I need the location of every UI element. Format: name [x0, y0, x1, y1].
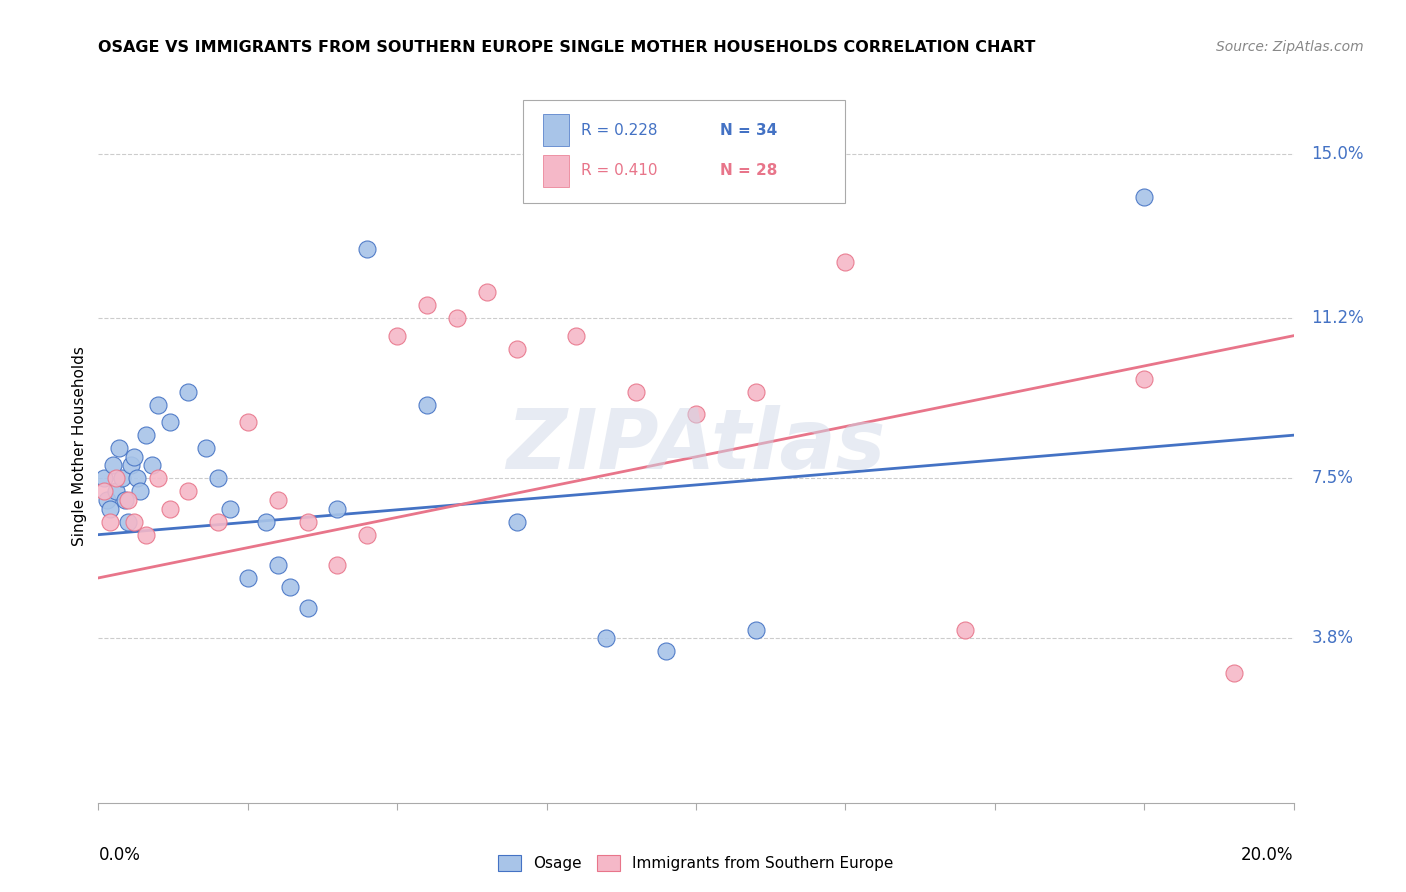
Point [385, 328, 409, 343]
Text: 20.0%: 20.0% [1241, 846, 1294, 863]
Point [297, 515, 319, 529]
Point [236, 571, 259, 585]
Point [135, 428, 157, 442]
Point [93, 484, 115, 499]
Point [129, 484, 152, 499]
Point [127, 471, 149, 485]
Text: 11.2%: 11.2% [1312, 310, 1364, 327]
Text: N = 34: N = 34 [720, 123, 778, 137]
Point [120, 458, 142, 473]
Point [953, 623, 976, 637]
Text: 3.8%: 3.8% [1312, 630, 1354, 648]
Point [103, 458, 125, 473]
Point [297, 601, 319, 615]
Point [254, 515, 277, 529]
Point [326, 501, 349, 516]
Point [111, 471, 134, 485]
Point [207, 515, 229, 529]
Point [595, 632, 617, 646]
Point [1222, 666, 1246, 681]
Point [124, 450, 146, 464]
Point [105, 484, 128, 499]
Point [148, 398, 170, 412]
Point [177, 484, 200, 499]
Point [745, 623, 768, 637]
Text: R = 0.228: R = 0.228 [581, 123, 658, 137]
Y-axis label: Single Mother Households: Single Mother Households [72, 346, 87, 546]
Point [117, 493, 139, 508]
Point [1133, 190, 1156, 204]
Point [565, 328, 588, 343]
Point [416, 398, 439, 412]
Text: 7.5%: 7.5% [1312, 469, 1354, 487]
Point [159, 501, 181, 516]
Point [141, 458, 163, 473]
Point [124, 515, 146, 529]
Point [108, 441, 131, 455]
FancyBboxPatch shape [543, 114, 569, 146]
Text: 15.0%: 15.0% [1312, 145, 1364, 163]
Point [326, 558, 349, 572]
Point [685, 407, 707, 421]
Point [267, 558, 290, 572]
Text: 0.0%: 0.0% [98, 846, 141, 863]
Point [114, 493, 136, 508]
FancyBboxPatch shape [543, 155, 569, 187]
Point [278, 580, 301, 594]
Point [194, 441, 218, 455]
Point [105, 471, 128, 485]
Point [93, 471, 115, 485]
Point [356, 527, 378, 541]
Text: OSAGE VS IMMIGRANTS FROM SOUTHERN EUROPE SINGLE MOTHER HOUSEHOLDS CORRELATION CH: OSAGE VS IMMIGRANTS FROM SOUTHERN EUROPE… [98, 40, 1036, 55]
Point [834, 255, 856, 269]
Point [159, 415, 181, 429]
Point [356, 242, 378, 256]
Point [506, 515, 529, 529]
Point [98, 501, 122, 516]
Point [207, 471, 229, 485]
Point [1133, 372, 1156, 386]
Text: ZIPAtlas: ZIPAtlas [506, 406, 886, 486]
Point [117, 515, 139, 529]
Point [475, 285, 498, 300]
Point [446, 311, 468, 326]
Point [624, 384, 647, 399]
Point [148, 471, 170, 485]
Point [236, 415, 259, 429]
Point [506, 342, 529, 356]
Text: Source: ZipAtlas.com: Source: ZipAtlas.com [1216, 40, 1364, 54]
Text: N = 28: N = 28 [720, 163, 778, 178]
Point [96, 493, 118, 508]
Point [177, 384, 200, 399]
Point [219, 501, 242, 516]
Point [267, 493, 290, 508]
Point [135, 527, 157, 541]
Point [745, 384, 768, 399]
Legend: Osage, Immigrants from Southern Europe: Osage, Immigrants from Southern Europe [492, 849, 900, 877]
Point [98, 515, 122, 529]
FancyBboxPatch shape [523, 100, 845, 203]
Point [416, 298, 439, 312]
Text: R = 0.410: R = 0.410 [581, 163, 658, 178]
Point [655, 644, 678, 658]
